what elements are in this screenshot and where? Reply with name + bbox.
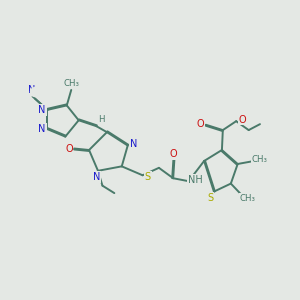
Text: CH₃: CH₃ [64,79,80,88]
Text: S: S [145,172,151,182]
Text: N: N [39,124,47,134]
Text: N: N [39,105,47,115]
Text: O: O [65,143,73,154]
Text: NH: NH [188,175,203,185]
Text: O: O [196,118,204,128]
Text: N: N [28,85,36,95]
Text: N: N [93,172,100,182]
Text: O: O [170,149,178,159]
Text: CH₃: CH₃ [252,155,268,164]
Text: S: S [207,193,213,203]
Text: CH₃: CH₃ [239,194,256,203]
Text: N: N [130,139,137,149]
Circle shape [31,88,39,97]
Text: H: H [99,115,105,124]
Text: N: N [38,124,46,134]
Text: N: N [38,105,46,115]
Text: O: O [238,115,246,125]
